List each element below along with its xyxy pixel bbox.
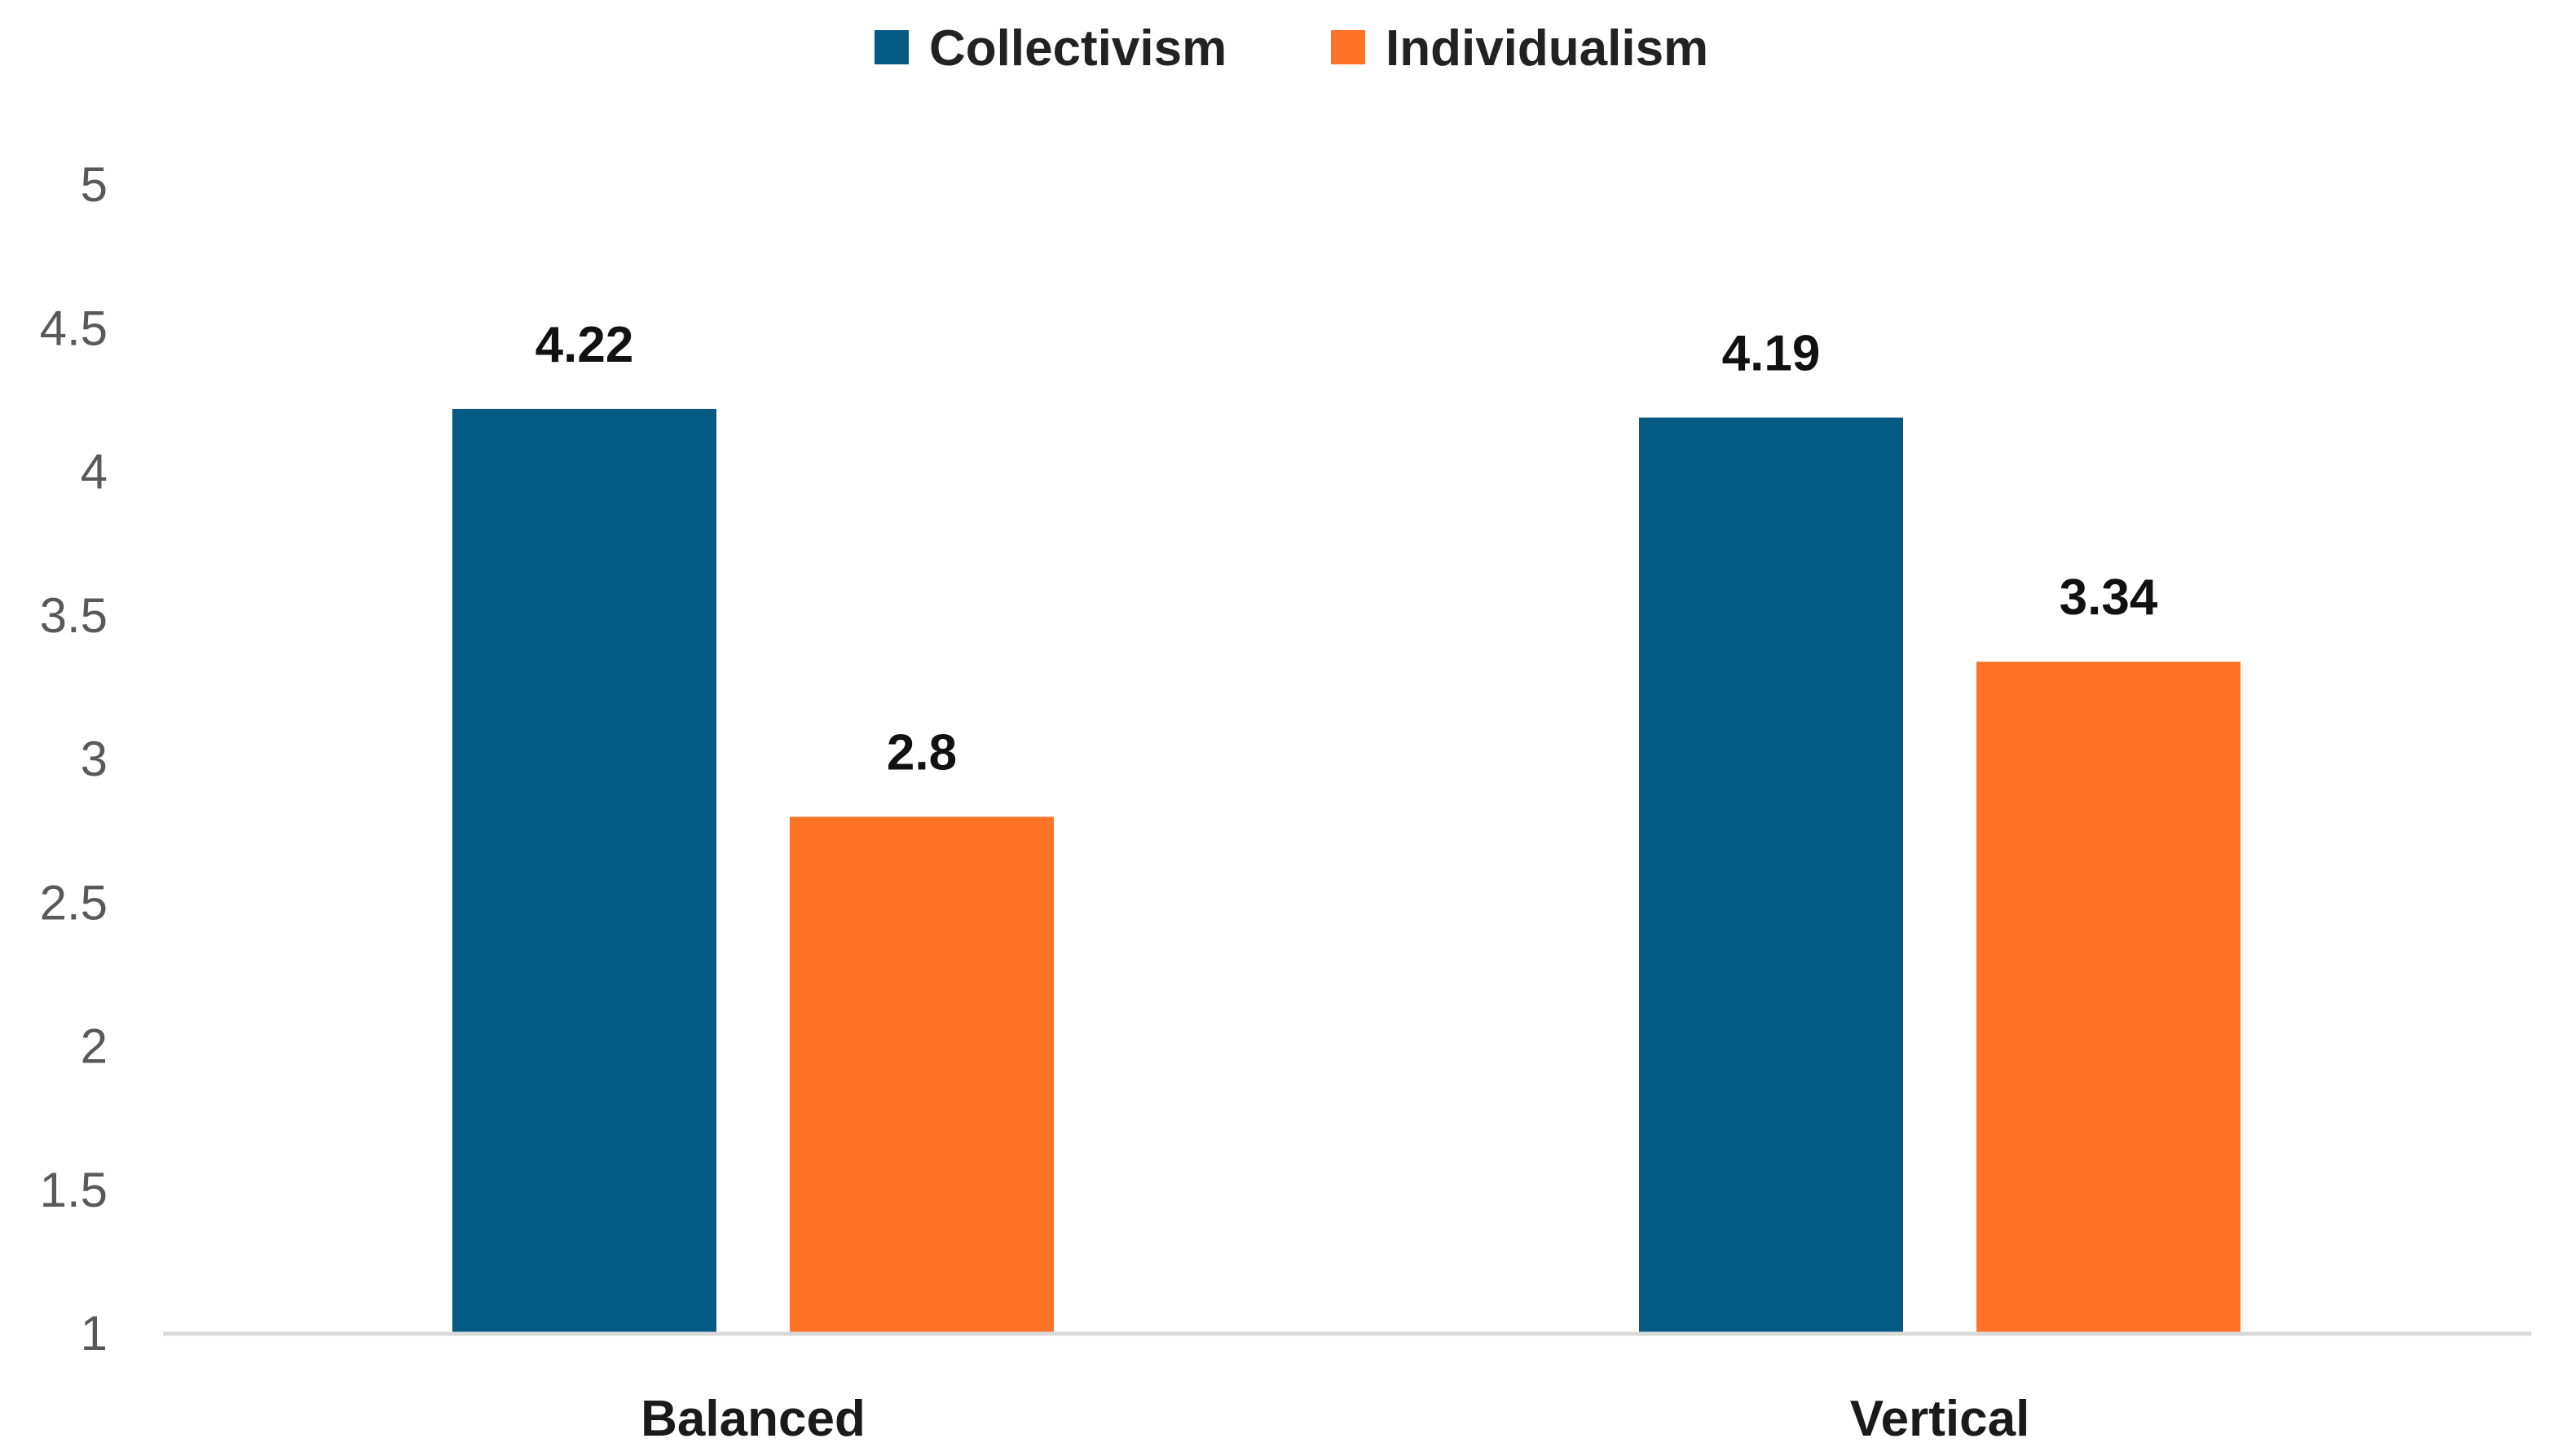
- legend-swatch-collectivism: [875, 30, 909, 64]
- legend-label-individualism: Individualism: [1386, 20, 1708, 77]
- data-label: 2.8: [887, 725, 957, 781]
- y-tick-label: 2: [81, 1019, 108, 1074]
- data-label: 4.22: [535, 317, 634, 373]
- bar-collectivism-balanced: [452, 408, 716, 1335]
- y-axis: 1 1.5 2 2.5 3 3.5 4 4.5 5: [40, 157, 108, 1361]
- bars: [452, 408, 2241, 1335]
- legend-label-collectivism: Collectivism: [929, 20, 1227, 77]
- y-tick-label: 2.5: [40, 875, 108, 930]
- y-tick-label: 4.5: [40, 301, 108, 355]
- bar-collectivism-vertical: [1639, 417, 1903, 1334]
- data-labels: 4.22 2.8 4.19 3.34: [535, 317, 2158, 781]
- y-tick-label: 1: [81, 1306, 108, 1361]
- data-label: 4.19: [1722, 326, 1821, 382]
- y-tick-label: 4: [81, 445, 108, 499]
- legend: Collectivism Individualism: [875, 20, 1708, 77]
- y-tick-label: 3.5: [40, 588, 108, 643]
- y-tick-label: 5: [81, 157, 108, 212]
- x-tick-label: Vertical: [1850, 1391, 2030, 1447]
- data-label: 3.34: [2060, 570, 2158, 626]
- y-tick-label: 1.5: [40, 1163, 108, 1217]
- x-axis: Balanced Vertical: [641, 1391, 2029, 1447]
- x-tick-label: Balanced: [641, 1391, 866, 1447]
- bar-individualism-balanced: [790, 816, 1054, 1334]
- bar-individualism-vertical: [1976, 662, 2241, 1334]
- legend-swatch-individualism: [1331, 30, 1365, 64]
- y-tick-label: 3: [81, 732, 108, 786]
